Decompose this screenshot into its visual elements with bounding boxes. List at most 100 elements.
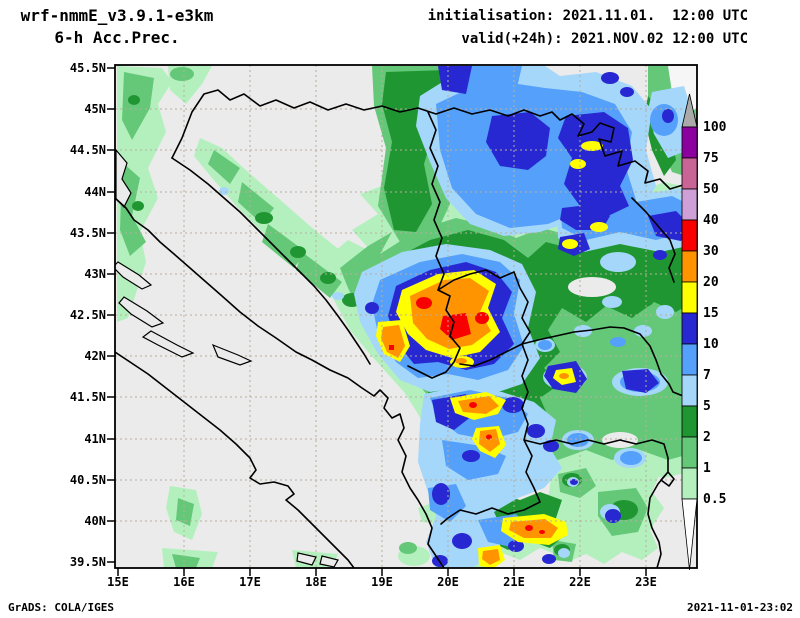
precip-blob [208,150,240,184]
precip-blob [458,396,499,414]
lon-label: 15E [107,575,129,589]
header: wrf-nmmE_v3.9.1-e3km 6-h Acc.Prec. initi… [21,6,748,47]
precip-blob [509,519,558,538]
precip-blob [416,297,432,309]
colorbar-band [681,312,698,345]
precip-blob [432,483,450,505]
precip-blob [538,340,552,350]
coastline-italy [115,351,355,568]
colorbar-label: 40 [703,213,719,228]
lat-label: 39.5N [70,555,106,569]
valid-time: valid(+24h): 2021.NOV.02 12:00 UTC [461,31,748,47]
precip-blob [482,549,500,565]
colorbar-label: 1 [703,461,711,476]
lon-label: 23E [635,575,657,589]
lon-axis-labels: 15E 16E 17E 18E 19E 20E 21E 22E 23E [107,575,657,589]
colorbar-band [681,250,698,283]
initialisation-time: initialisation: 2021.11.01. 12:00 UTC [428,8,748,24]
precip-blob [590,222,608,232]
precip-blob [559,373,569,379]
precip-blob [581,141,603,151]
lat-label: 43N [84,267,106,281]
island [118,296,165,328]
colorbar-label: 5 [703,399,711,414]
island [115,261,153,290]
precip-blob [399,542,417,554]
precip-blob [122,72,154,140]
model-title: wrf-nmmE_v3.9.1-e3km [21,6,214,25]
colorbar-label: 30 [703,244,719,259]
precip-blob [653,250,667,260]
colorbar-band [681,281,698,314]
precip-blob [620,87,634,97]
lon-ticks [117,568,647,576]
axis-ticks [107,67,647,576]
island [211,343,253,366]
colorbar-band [681,467,698,500]
islands [115,148,339,568]
precip-blob [172,554,200,568]
lat-label: 45.5N [70,61,106,75]
border-drina [427,111,445,291]
lon-label: 19E [371,575,393,589]
colorbar: 100 75 50 40 30 20 15 10 7 5 2 1 0.5 [681,93,727,571]
precip-blob [610,337,626,347]
lat-label: 42.5N [70,308,106,322]
lon-label: 20E [437,575,459,589]
lat-ticks [107,67,115,563]
precip-blob [600,252,636,272]
precip-blob [570,159,586,169]
lon-label: 17E [239,575,261,589]
precip-blob [170,67,194,81]
precip-blob [656,305,674,319]
precip-blob [602,296,622,308]
colorbar-band [681,374,698,407]
precip-blob [626,292,654,308]
precip-blob [389,345,394,350]
lat-label: 40N [84,514,106,528]
precip-blob [558,112,633,217]
precip-blob [332,292,344,300]
coastline-adriatic-east [115,197,445,568]
colorbar-labels: 100 75 50 40 30 20 15 10 7 5 2 1 0.5 [703,120,727,507]
border-croatia-bosnia [171,157,371,365]
precip-blob [475,312,489,324]
lon-label: 18E [305,575,327,589]
colorbar-band [681,157,698,190]
colorbar-label: 0.5 [703,492,726,507]
precip-blob [605,509,621,523]
footer: GrADS: COLA/IGES 2021-11-01-23:02 [8,601,793,614]
colorbar-label: 50 [703,182,719,197]
lat-label: 44N [84,185,106,199]
precip-blob [662,109,674,123]
island [141,330,195,358]
precip-blob [410,278,491,349]
creation-timestamp: 2021-11-01-23:02 [687,601,793,614]
precip-blob [381,325,405,358]
lat-label: 45N [84,102,106,116]
precip-blob [132,201,144,211]
colorbar-band [681,219,698,252]
colorbar-label: 75 [703,151,719,166]
colorbar-label: 7 [703,368,711,383]
precip-blob [486,112,550,170]
precip-heavy-layer [376,141,608,568]
lat-label: 41N [84,432,106,446]
colorbar-label: 2 [703,430,711,445]
precip-blob [128,95,140,105]
lat-label: 44.5N [70,143,106,157]
border-balkans-network [407,197,697,397]
precip-blob [601,72,619,84]
colorbar-band [681,188,698,221]
colorbar-label: 10 [703,337,719,352]
colorbar-band [681,343,698,376]
precip-blob [542,554,556,564]
colorbar-label: 20 [703,275,719,290]
precip-blob [508,540,524,552]
lat-axis-labels: 45.5N 45N 44.5N 44N 43.5N 43N 42.5N 42N … [70,61,106,569]
precip-blob [219,187,229,195]
colorbar-band [681,405,698,438]
product-title: 6-h Acc.Prec. [54,28,179,47]
precip-blob [527,424,545,438]
lat-label: 41.5N [70,390,106,404]
